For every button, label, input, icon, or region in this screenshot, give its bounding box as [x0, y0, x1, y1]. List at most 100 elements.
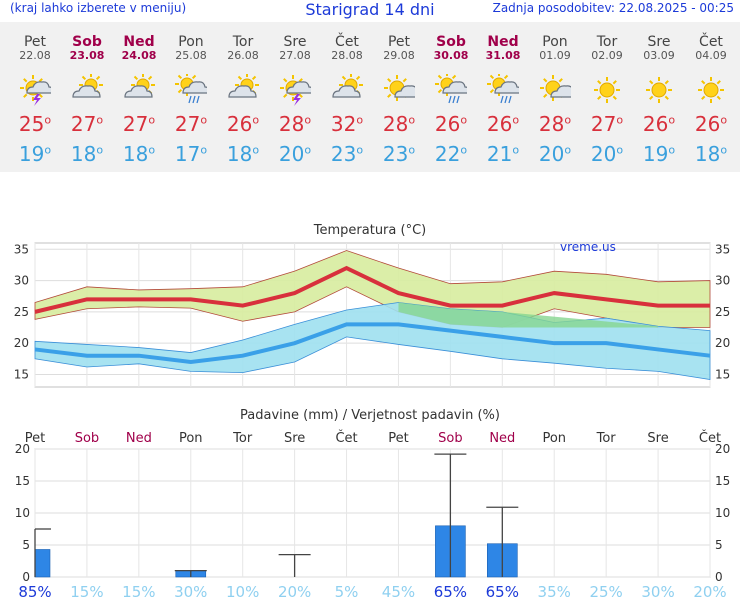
precip-day-label: Pon	[179, 431, 203, 446]
day-date: 23.08	[69, 49, 105, 62]
temp-ytick-left: 30	[14, 274, 29, 288]
min-temp: 20o	[278, 142, 312, 166]
max-temp: 28o	[278, 112, 312, 136]
sun-icon	[646, 77, 672, 103]
day-date: 22.08	[19, 49, 51, 62]
max-temp: 26o	[642, 112, 676, 136]
header: (kraj lahko izberete v meniju) Starigrad…	[0, 0, 740, 20]
max-temp: 27o	[70, 112, 104, 136]
temp-ytick-right: 20	[715, 336, 730, 350]
precip-day-label: Ned	[126, 431, 152, 446]
precip-ytick-right: 0	[715, 570, 723, 584]
max-temp: 26o	[486, 112, 520, 136]
precip-day-label: Pet	[388, 431, 408, 446]
max-temp: 27o	[174, 112, 208, 136]
min-temp: 18o	[70, 142, 104, 166]
max-temp: 26o	[226, 112, 260, 136]
min-temp: 18o	[122, 142, 156, 166]
precip-day-label: Sob	[438, 431, 462, 446]
sun-small-cloud-icon	[540, 75, 571, 101]
min-temp: 19o	[18, 142, 52, 166]
sun-icon	[594, 77, 620, 103]
precip-probability: 65%	[434, 583, 467, 600]
day-name: Tor	[596, 34, 618, 50]
precip-ytick-left: 0	[22, 570, 30, 584]
day-date: 27.08	[279, 49, 311, 62]
day-name: Pon	[542, 34, 568, 50]
precip-probability: 15%	[122, 583, 155, 600]
partly-cloudy-icon	[332, 74, 363, 98]
day-date: 31.08	[485, 49, 521, 62]
max-temp-line	[34, 265, 710, 314]
min-temp-line	[34, 322, 711, 364]
precip-day-label: Sob	[75, 431, 99, 446]
temp-chart-title: Temperatura (°C)	[313, 223, 426, 238]
precip-ytick-left: 5	[22, 538, 30, 552]
precip-day-label: Ned	[489, 431, 515, 446]
max-temp: 26o	[694, 112, 728, 136]
thunderstorm-sun-icon	[280, 75, 311, 106]
precip-chart-title: Padavine (mm) / Verjetnost padavin (%)	[240, 408, 500, 423]
day-date: 01.09	[539, 49, 571, 62]
precip-probability: 10%	[226, 583, 259, 600]
max-temp: 25o	[18, 112, 52, 136]
sun-cloud-rain-icon	[487, 74, 519, 104]
day-date: 24.08	[121, 49, 157, 62]
temp-ytick-left: 25	[14, 305, 29, 319]
precip-bar	[34, 549, 51, 578]
precip-probability: 5%	[335, 583, 359, 600]
temp-ytick-left: 15	[14, 367, 29, 381]
precip-day-label: Sre	[284, 431, 305, 446]
precip-probability: 15%	[70, 583, 103, 600]
day-date: 02.09	[591, 49, 623, 62]
precip-ytick-right: 15	[715, 474, 730, 488]
min-temp: 18o	[694, 142, 728, 166]
watermark: vreme.us	[560, 240, 616, 254]
max-temp: 28o	[538, 112, 572, 136]
precip-day-label: Sre	[647, 431, 668, 446]
day-name: Sob	[72, 34, 102, 50]
day-name: Pet	[23, 34, 47, 50]
min-temp: 21o	[486, 142, 520, 166]
precip-day-label: Pon	[542, 431, 566, 446]
precip-day-label: Tor	[596, 431, 617, 446]
temp-ytick-right: 30	[715, 274, 730, 288]
day-name: Sre	[647, 34, 671, 50]
day-name: Čet	[335, 34, 359, 50]
precip-probability: 35%	[538, 583, 571, 600]
temperature-chart: Temperatura (°C) 15 15 20 20 25 25 30 30 35 35 vrem…	[14, 223, 730, 388]
temp-ytick-right: 35	[715, 242, 730, 256]
precip-ytick-left: 10	[15, 506, 30, 520]
max-temp: 27o	[590, 112, 624, 136]
min-temp: 17o	[174, 142, 208, 166]
precip-probability: 30%	[174, 583, 207, 600]
temp-ytick-left: 20	[14, 336, 29, 350]
sun-cloud-rain-icon	[435, 74, 467, 104]
precip-ytick-right: 20	[715, 442, 730, 456]
min-temp: 23o	[382, 142, 416, 166]
precip-probability: 45%	[382, 583, 415, 600]
precip-probability: 20%	[278, 583, 311, 600]
sun-icon	[698, 77, 724, 103]
temp-ytick-right: 25	[715, 305, 730, 319]
temp-ytick-left: 35	[14, 242, 29, 256]
min-temp: 20o	[538, 142, 572, 166]
day-date: 28.08	[331, 49, 363, 62]
precip-ytick-left: 15	[15, 474, 30, 488]
precip-probability: 65%	[486, 583, 519, 600]
precipitation-chart: Padavine (mm) / Verjetnost padavin (%) Pe…	[15, 408, 731, 600]
temp-ytick-right: 15	[715, 367, 730, 381]
min-temp: 23o	[330, 142, 364, 166]
day-date: 03.09	[643, 49, 675, 62]
min-temp: 18o	[226, 142, 260, 166]
location-menu-hint: (kraj lahko izberete v meniju)	[10, 1, 187, 15]
day-date: 04.09	[695, 49, 727, 62]
temp-band-overlap	[398, 302, 659, 328]
precip-probability: 20%	[693, 583, 726, 600]
max-temp: 28o	[382, 112, 416, 136]
day-date: 29.08	[383, 49, 415, 62]
precip-ytick-right: 10	[715, 506, 730, 520]
precip-ytick-right: 5	[715, 538, 723, 552]
partly-cloudy-icon	[72, 74, 103, 98]
partly-cloudy-icon	[228, 74, 259, 98]
